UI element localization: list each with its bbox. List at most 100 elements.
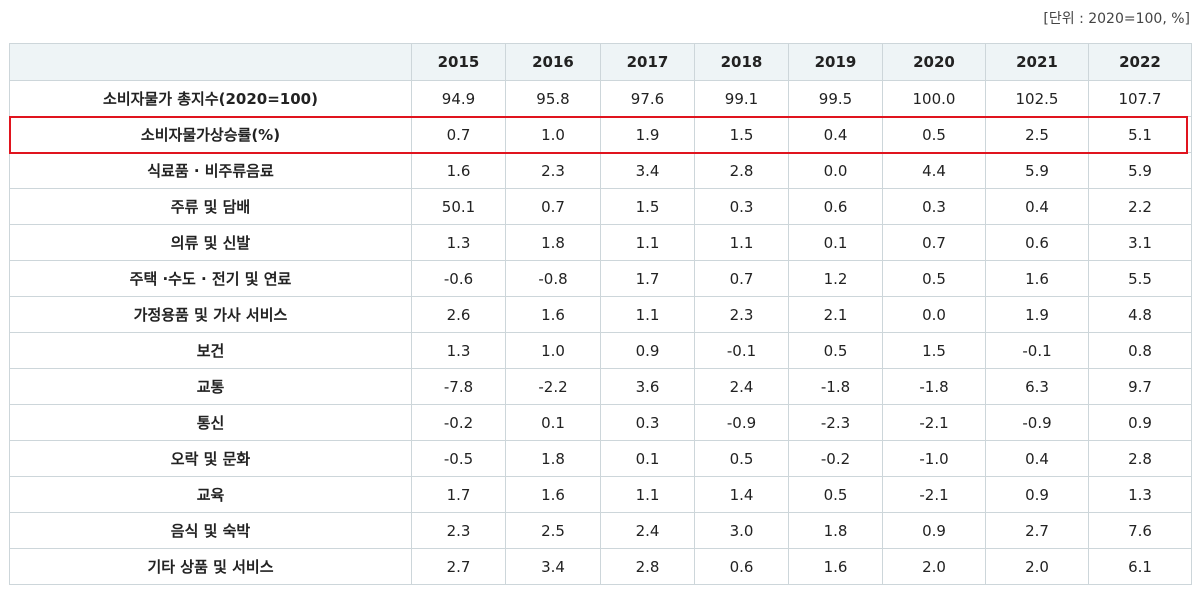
year-header: 2017	[600, 43, 695, 81]
table-row: 가정용품 및 가사 서비스 2.6 1.6 1.1 2.3 2.1 0.0 1.9 4.8	[9, 296, 1192, 333]
row-label: 식료품 · 비주류음료	[9, 152, 412, 189]
value-cell: 1.1	[694, 224, 789, 261]
value-cell: 0.1	[600, 440, 695, 477]
row-label: 교육	[9, 476, 412, 513]
value-cell: 1.3	[411, 224, 506, 261]
value-cell: 7.6	[1088, 512, 1192, 549]
value-cell: 2.3	[694, 296, 789, 333]
value-cell: -1.8	[788, 368, 883, 405]
row-label: 보건	[9, 332, 412, 369]
year-header: 2016	[505, 43, 601, 81]
value-cell: 1.6	[985, 260, 1089, 297]
year-header: 2015	[411, 43, 506, 81]
value-cell: 0.6	[788, 188, 883, 225]
value-cell: 0.6	[985, 224, 1089, 261]
value-cell: 2.3	[411, 512, 506, 549]
value-cell: 2.5	[985, 116, 1089, 153]
row-label: 의류 및 신발	[9, 224, 412, 261]
value-cell: 0.9	[882, 512, 986, 549]
value-cell: 0.8	[1088, 332, 1192, 369]
value-cell: 1.2	[788, 260, 883, 297]
table-row: 소비자물가상승률(%) 0.7 1.0 1.9 1.5 0.4 0.5 2.5 5.1	[9, 116, 1192, 153]
table-row: 교육 1.7 1.6 1.1 1.4 0.5 -2.1 0.9 1.3	[9, 476, 1192, 513]
value-cell: 0.0	[788, 152, 883, 189]
value-cell: 0.9	[985, 476, 1089, 513]
value-cell: 2.0	[985, 548, 1089, 585]
row-label: 소비자물가 총지수(2020=100)	[9, 80, 412, 117]
value-cell: 1.1	[600, 296, 695, 333]
value-cell: 0.3	[694, 188, 789, 225]
value-cell: 3.4	[600, 152, 695, 189]
value-cell: 1.8	[505, 440, 601, 477]
value-cell: 4.4	[882, 152, 986, 189]
value-cell: 2.4	[694, 368, 789, 405]
value-cell: 2.7	[411, 548, 506, 585]
value-cell: 1.1	[600, 476, 695, 513]
value-cell: 3.0	[694, 512, 789, 549]
row-label: 교통	[9, 368, 412, 405]
value-cell: 6.3	[985, 368, 1089, 405]
header-row: 2015 2016 2017 2018 2019 2020 2021 2022	[9, 43, 1192, 81]
value-cell: 2.7	[985, 512, 1089, 549]
value-cell: 1.6	[411, 152, 506, 189]
value-cell: 1.7	[411, 476, 506, 513]
value-cell: -2.1	[882, 404, 986, 441]
price-table: 2015 2016 2017 2018 2019 2020 2021 2022 소비자물가 총…	[9, 43, 1192, 585]
value-cell: 1.3	[411, 332, 506, 369]
value-cell: 2.3	[505, 152, 601, 189]
value-cell: 0.7	[411, 116, 506, 153]
value-cell: 1.9	[600, 116, 695, 153]
value-cell: -0.6	[411, 260, 506, 297]
value-cell: 2.5	[505, 512, 601, 549]
table-row: 통신 -0.2 0.1 0.3 -0.9 -2.3 -2.1 -0.9 0.9	[9, 404, 1192, 441]
row-label: 주류 및 담배	[9, 188, 412, 225]
value-cell: 5.9	[1088, 152, 1192, 189]
value-cell: 9.7	[1088, 368, 1192, 405]
value-cell: 2.1	[788, 296, 883, 333]
value-cell: 2.4	[600, 512, 695, 549]
value-cell: 94.9	[411, 80, 506, 117]
value-cell: -0.1	[985, 332, 1089, 369]
table-row: 소비자물가 총지수(2020=100) 94.9 95.8 97.6 99.1 99.5 1…	[9, 80, 1192, 117]
table-body: 소비자물가 총지수(2020=100) 94.9 95.8 97.6 99.1 99.5 1…	[9, 80, 1192, 585]
value-cell: -0.1	[694, 332, 789, 369]
value-cell: -2.2	[505, 368, 601, 405]
value-cell: 0.0	[882, 296, 986, 333]
value-cell: 6.1	[1088, 548, 1192, 585]
value-cell: 2.0	[882, 548, 986, 585]
value-cell: 0.5	[694, 440, 789, 477]
value-cell: -0.9	[985, 404, 1089, 441]
value-cell: -2.3	[788, 404, 883, 441]
table-row: 보건 1.3 1.0 0.9 -0.1 0.5 1.5 -0.1 0.8	[9, 332, 1192, 369]
value-cell: 1.6	[788, 548, 883, 585]
value-cell: 0.4	[788, 116, 883, 153]
value-cell: 0.7	[505, 188, 601, 225]
row-label: 주택 ·수도 · 전기 및 연료	[9, 260, 412, 297]
value-cell: 0.3	[882, 188, 986, 225]
year-header: 2022	[1088, 43, 1192, 81]
year-header: 2018	[694, 43, 789, 81]
value-cell: 97.6	[600, 80, 695, 117]
value-cell: 50.1	[411, 188, 506, 225]
value-cell: 4.8	[1088, 296, 1192, 333]
table-row: 주류 및 담배 50.1 0.7 1.5 0.3 0.6 0.3 0.4 2.2	[9, 188, 1192, 225]
value-cell: -0.2	[788, 440, 883, 477]
table-row: 음식 및 숙박 2.3 2.5 2.4 3.0 1.8 0.9 2.7 7.6	[9, 512, 1192, 549]
value-cell: 2.2	[1088, 188, 1192, 225]
value-cell: -0.8	[505, 260, 601, 297]
value-cell: 1.8	[505, 224, 601, 261]
value-cell: 2.8	[1088, 440, 1192, 477]
value-cell: 0.1	[788, 224, 883, 261]
value-cell: -0.2	[411, 404, 506, 441]
value-cell: 1.5	[882, 332, 986, 369]
value-cell: 1.7	[600, 260, 695, 297]
value-cell: 0.1	[505, 404, 601, 441]
year-header: 2021	[985, 43, 1089, 81]
value-cell: 1.5	[600, 188, 695, 225]
value-cell: 3.6	[600, 368, 695, 405]
row-label: 가정용품 및 가사 서비스	[9, 296, 412, 333]
value-cell: 0.9	[600, 332, 695, 369]
value-cell: 0.5	[882, 260, 986, 297]
